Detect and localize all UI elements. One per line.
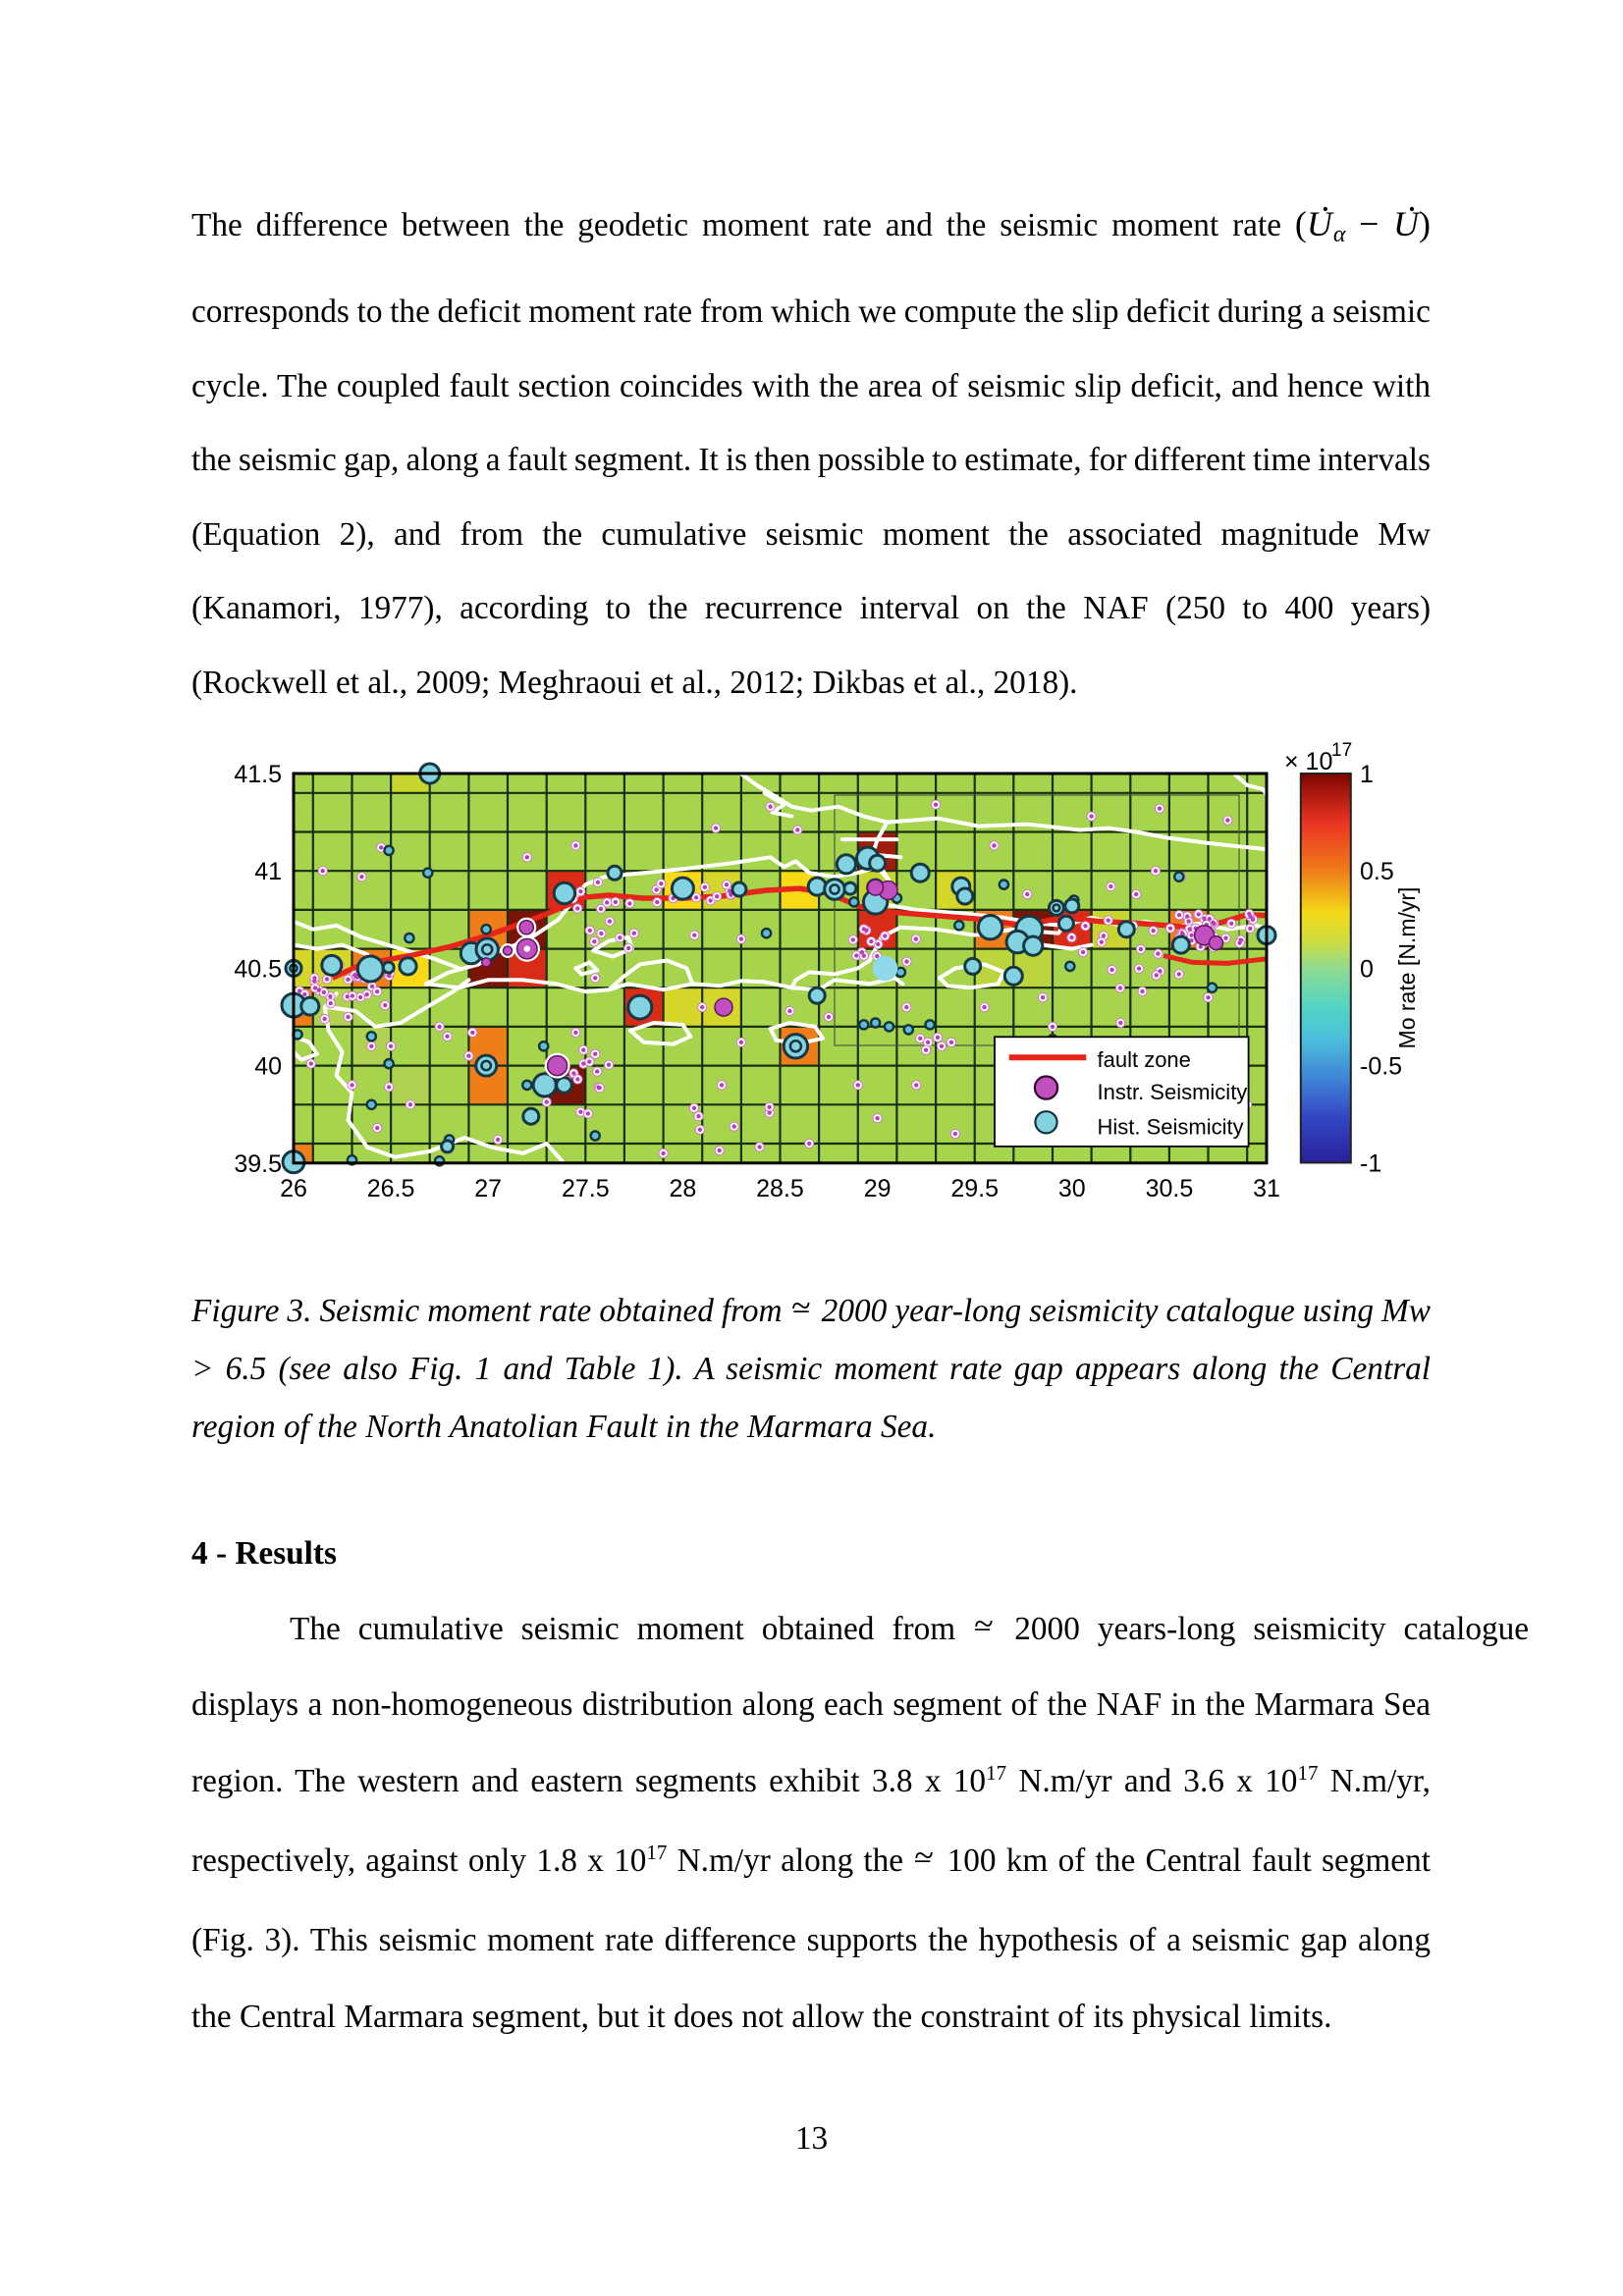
svg-text:29.5: 29.5 [950,1175,999,1202]
svg-text:0: 0 [1360,955,1374,983]
svg-text:27: 27 [474,1175,502,1202]
svg-text:Instr. Seismicity: Instr. Seismicity [1098,1080,1248,1104]
svg-text:30: 30 [1058,1175,1086,1202]
svg-text:40.5: 40.5 [234,955,282,983]
svg-text:30.5: 30.5 [1146,1175,1194,1202]
svg-text:fault zone: fault zone [1098,1047,1191,1072]
svg-text:× 10: × 10 [1284,748,1332,775]
svg-text:27.5: 27.5 [562,1175,610,1202]
svg-text:41.5: 41.5 [234,761,282,788]
svg-text:0.5: 0.5 [1360,858,1394,885]
svg-text:17: 17 [1331,740,1352,761]
svg-text:40: 40 [254,1053,282,1081]
svg-text:41: 41 [254,858,282,885]
svg-text:28: 28 [669,1175,696,1202]
svg-text:26.5: 26.5 [367,1175,415,1202]
svg-text:29: 29 [864,1175,892,1202]
svg-text:-1: -1 [1360,1150,1381,1178]
svg-text:28.5: 28.5 [756,1175,804,1202]
svg-text:1: 1 [1360,761,1374,788]
svg-text:-0.5: -0.5 [1360,1052,1402,1080]
svg-text:Mo rate [N.m/yr]: Mo rate [N.m/yr] [1394,887,1420,1049]
svg-text:31: 31 [1253,1175,1280,1202]
svg-text:26: 26 [280,1175,307,1202]
svg-text:Hist. Seismicity: Hist. Seismicity [1098,1115,1244,1140]
svg-text:39.5: 39.5 [234,1150,282,1178]
